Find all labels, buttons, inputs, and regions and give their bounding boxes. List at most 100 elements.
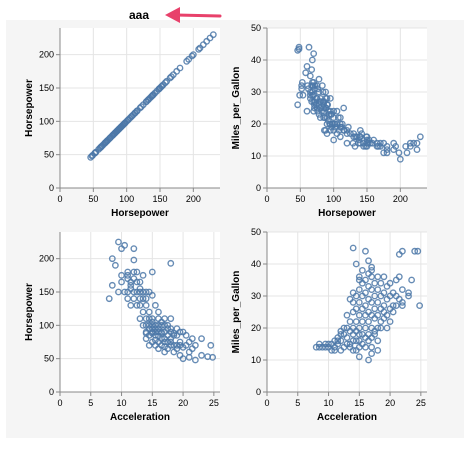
- y-axis-title: Horsepower: [24, 283, 35, 341]
- data-point: [383, 149, 391, 157]
- data-point: [355, 311, 363, 319]
- data-point: [368, 298, 376, 306]
- data-point: [395, 149, 403, 157]
- y-tick-label: 10: [251, 355, 261, 365]
- x-tick-label: 50: [295, 194, 305, 204]
- y-tick-label: 100: [39, 320, 54, 330]
- data-point: [398, 302, 406, 309]
- data-point: [362, 276, 369, 284]
- data-point: [330, 107, 338, 115]
- data-point: [133, 278, 141, 286]
- data-point: [142, 295, 150, 303]
- data-point: [151, 301, 159, 309]
- scatter-panel-4: 0 5 10 15 20 25 0 10 20 30 40 50 Acceleration Miles_p…: [231, 227, 427, 423]
- data-point: [139, 271, 147, 279]
- x-tick-label: 50: [88, 194, 98, 204]
- x-tick-label: 5: [295, 398, 300, 408]
- data-point: [362, 289, 369, 297]
- data-point: [355, 273, 363, 281]
- data-point: [142, 301, 150, 309]
- data-point: [118, 278, 125, 286]
- data-point: [349, 346, 357, 354]
- data-point: [368, 263, 376, 271]
- data-point: [148, 268, 156, 276]
- x-tick-label: 15: [147, 398, 157, 408]
- data-point: [343, 130, 351, 138]
- data-point: [176, 338, 184, 346]
- data-point: [209, 31, 217, 39]
- plot-area: [60, 28, 220, 188]
- x-tick-label: 10: [324, 398, 334, 408]
- data-point: [130, 288, 138, 296]
- data-point: [295, 45, 303, 53]
- x-tick-label: 150: [359, 194, 374, 204]
- data-point: [207, 341, 215, 349]
- data-point: [368, 286, 376, 293]
- data-point: [346, 295, 354, 303]
- data-point: [130, 268, 138, 276]
- data-point: [124, 295, 132, 303]
- data-point: [383, 311, 391, 319]
- data-point: [403, 149, 411, 157]
- data-point: [376, 139, 384, 147]
- data-point: [355, 330, 363, 338]
- data-point: [182, 331, 190, 339]
- data-point: [414, 247, 422, 255]
- data-point: [355, 276, 363, 284]
- x-axis-title: Acceleration: [317, 412, 377, 423]
- data-point: [416, 133, 424, 141]
- data-point: [324, 101, 332, 109]
- x-tick-label: 10: [117, 398, 127, 408]
- data-point: [308, 56, 316, 64]
- y-tick-label: 200: [39, 254, 54, 264]
- data-point: [121, 241, 129, 249]
- data-point: [368, 273, 376, 281]
- data-point: [188, 52, 196, 60]
- data-point: [319, 88, 327, 96]
- data-point: [176, 328, 184, 336]
- data-point: [167, 325, 175, 333]
- data-point: [358, 130, 366, 138]
- x-tick-label: 0: [57, 194, 62, 204]
- data-point: [136, 315, 144, 323]
- data-point: [355, 353, 363, 361]
- data-point: [362, 324, 369, 332]
- data-point: [365, 318, 372, 325]
- x-tick-label: 20: [385, 398, 395, 408]
- data-point: [377, 279, 385, 287]
- scatter-panel-2: 0 50 100 150 200 0 10 20 30 40 50 Horsepower Miles_p…: [231, 23, 427, 219]
- data-point: [115, 238, 122, 246]
- data-point: [380, 302, 388, 309]
- data-point: [374, 346, 382, 354]
- data-point: [326, 95, 334, 102]
- data-point: [374, 286, 382, 293]
- data-point: [374, 311, 382, 319]
- x-axis-title: Horsepower: [318, 208, 376, 219]
- data-point: [127, 301, 135, 309]
- y-tick-label: 0: [256, 387, 261, 397]
- data-point: [296, 91, 304, 99]
- data-point: [139, 321, 147, 329]
- data-point: [108, 281, 116, 289]
- data-point: [368, 266, 376, 274]
- data-point: [380, 289, 388, 297]
- data-point: [316, 114, 324, 122]
- y-tick-label: 20: [251, 323, 261, 333]
- data-point: [294, 101, 302, 109]
- data-point: [167, 341, 175, 349]
- data-point: [343, 311, 351, 319]
- data-point: [355, 298, 363, 306]
- data-point: [330, 136, 338, 144]
- data-point: [389, 302, 397, 309]
- data-point: [318, 82, 326, 90]
- data-point: [352, 305, 360, 313]
- data-point: [322, 88, 330, 96]
- data-point: [383, 142, 391, 150]
- data-point: [349, 244, 357, 252]
- data-point: [323, 95, 331, 102]
- y-axis-title: Miles_per_Gallon: [231, 271, 242, 354]
- data-point: [402, 142, 410, 150]
- data-point: [155, 308, 162, 316]
- data-point: [298, 85, 306, 93]
